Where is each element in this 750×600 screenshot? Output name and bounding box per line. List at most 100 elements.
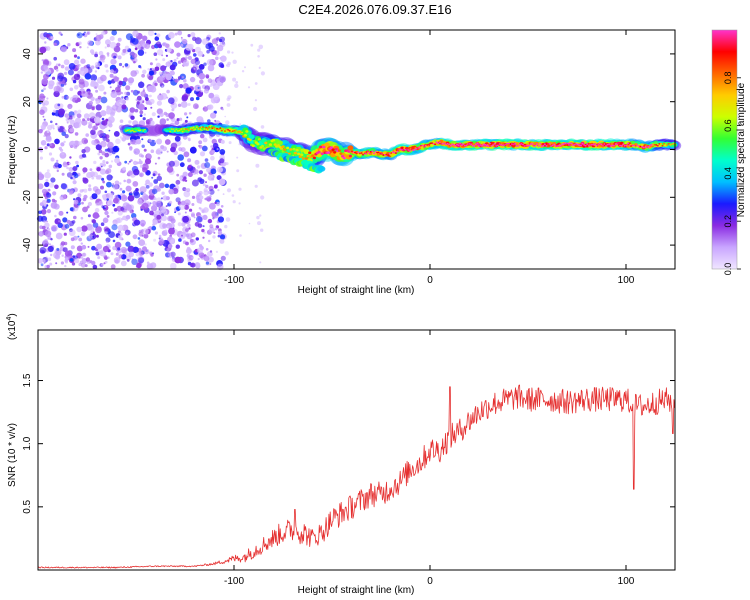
noise-speck [192, 36, 197, 41]
noise-speck [164, 229, 168, 233]
trace-blob [372, 152, 375, 154]
trace-blob [583, 144, 586, 146]
trace-blob [647, 146, 650, 148]
noise-speck [109, 111, 115, 117]
noise-speck [113, 146, 119, 152]
noise-speck [142, 35, 148, 41]
trace-blob [283, 148, 287, 151]
noise-speck [147, 68, 150, 71]
noise-speck [160, 197, 163, 200]
noise-speck [69, 207, 74, 212]
noise-speck [142, 192, 146, 196]
noise-speck [218, 178, 226, 186]
trace-blob [518, 143, 521, 146]
noise-speck [106, 52, 110, 55]
trace-blob [465, 144, 468, 147]
trace-blob [434, 143, 437, 146]
noise-speck [69, 156, 72, 159]
noise-speck [157, 173, 161, 176]
trace-blob [523, 145, 526, 147]
trace-blob [467, 143, 469, 145]
noise-speck [213, 94, 220, 100]
noise-speck [46, 220, 48, 223]
noise-speck [47, 257, 52, 262]
noise-speck [138, 81, 145, 89]
trace-blob [430, 143, 434, 147]
noise-speck [199, 151, 206, 157]
noise-speck [156, 33, 161, 38]
noise-speck [117, 224, 124, 231]
noise-speck [130, 250, 133, 252]
trace-blob [431, 142, 433, 144]
noise-speck [82, 197, 87, 202]
trace-blob [617, 142, 620, 145]
noise-speck [211, 150, 216, 154]
noise-speck [105, 69, 109, 73]
noise-speck [180, 101, 188, 108]
noise-speck [148, 138, 152, 143]
noise-speck [46, 130, 50, 134]
noise-speck [175, 197, 181, 203]
noise-speck [47, 228, 50, 231]
noise-speck [80, 256, 84, 259]
noise-speck [102, 180, 105, 184]
noise-speck [100, 140, 107, 148]
noise-speck [80, 216, 84, 220]
noise-speck [77, 109, 82, 114]
noise-speck [156, 49, 164, 56]
noise-speck [81, 137, 88, 145]
noise-speck [84, 114, 89, 119]
noise-speck [73, 198, 76, 201]
noise-speck [60, 46, 67, 53]
noise-speck [40, 150, 43, 153]
trace-blob [525, 145, 527, 147]
trace-blob [663, 142, 665, 145]
noise-speck [205, 181, 207, 184]
noise-speck [139, 172, 144, 178]
trace-blob [454, 144, 457, 147]
noise-speck [190, 232, 196, 238]
noise-speck [92, 222, 99, 228]
noise-speck [210, 155, 215, 161]
noise-speck [216, 263, 224, 271]
trace-blob [536, 143, 538, 145]
trace-blob [137, 129, 140, 132]
noise-speck [42, 115, 45, 118]
noise-speck [50, 36, 54, 40]
noise-speckle-region [36, 29, 265, 271]
y-tick-label: 1.5 [22, 373, 33, 387]
trace-blob [634, 145, 637, 147]
trace-blob [631, 144, 634, 146]
noise-speck [105, 39, 111, 46]
noise-speck [90, 65, 95, 69]
trace-blob [554, 145, 557, 147]
trace-blob [390, 152, 393, 154]
noise-speck [101, 120, 108, 126]
noise-speck [236, 169, 240, 173]
noise-speck [177, 154, 184, 161]
noise-speck [101, 31, 106, 36]
noise-speck [187, 137, 191, 141]
trace-blob [451, 143, 454, 146]
noise-speck [173, 58, 177, 62]
trace-blob [540, 145, 543, 147]
trace-blob [195, 126, 198, 128]
noise-speck [94, 53, 98, 58]
noise-speck [62, 128, 65, 131]
trace-blob [216, 128, 219, 130]
noise-speck [112, 246, 117, 251]
trace-blob [297, 152, 301, 156]
noise-speck [45, 204, 49, 207]
trace-blob [197, 128, 200, 130]
trace-blob [510, 143, 513, 145]
noise-speck [174, 32, 178, 36]
noise-speck [83, 68, 89, 73]
noise-speck [194, 37, 202, 45]
noise-speck [50, 238, 53, 241]
noise-speck [174, 78, 179, 83]
noise-speck [88, 112, 96, 119]
noise-speck [128, 120, 132, 124]
noise-speck [154, 36, 160, 41]
noise-speck [176, 118, 180, 122]
trace-blob [352, 151, 355, 154]
